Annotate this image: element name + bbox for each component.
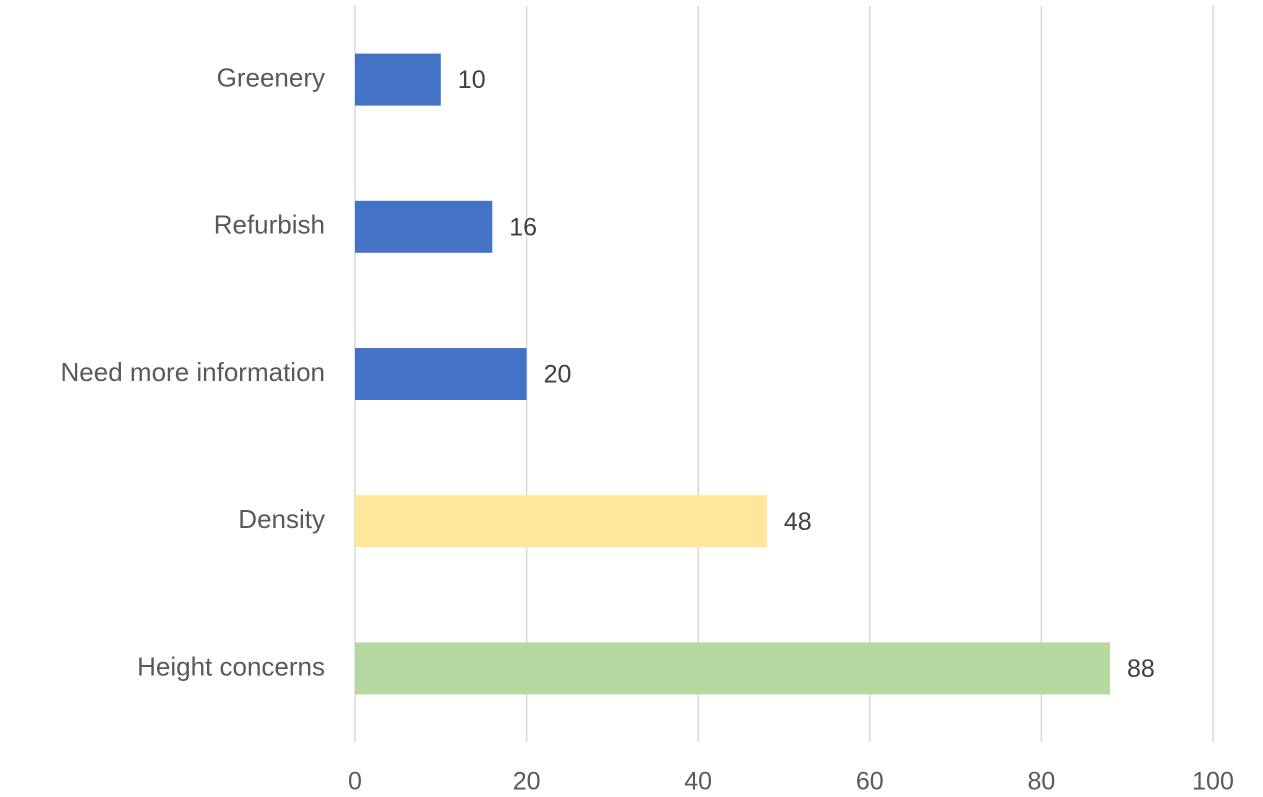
y-tick-label: Density <box>238 504 325 534</box>
y-tick-label: Greenery <box>217 62 325 92</box>
bar <box>355 495 767 548</box>
y-tick-label: Need more information <box>61 357 325 387</box>
bar <box>355 200 493 253</box>
bar <box>355 642 1111 695</box>
x-tick-label: 80 <box>1027 768 1055 796</box>
y-tick-label: Refurbish <box>214 210 325 240</box>
x-tick-label: 0 <box>348 768 362 796</box>
data-label: 16 <box>509 213 537 241</box>
x-tick-label: 40 <box>684 768 712 796</box>
bar <box>355 348 527 400</box>
x-tick-label: 60 <box>856 768 884 796</box>
y-tick-label: Height concerns <box>137 651 325 681</box>
data-label: 20 <box>544 361 572 389</box>
data-label: 10 <box>458 66 486 94</box>
x-tick-label: 100 <box>1192 768 1234 796</box>
data-label: 88 <box>1127 655 1155 683</box>
x-tick-label: 20 <box>513 768 541 796</box>
data-label: 48 <box>784 508 812 536</box>
bar <box>355 53 441 106</box>
